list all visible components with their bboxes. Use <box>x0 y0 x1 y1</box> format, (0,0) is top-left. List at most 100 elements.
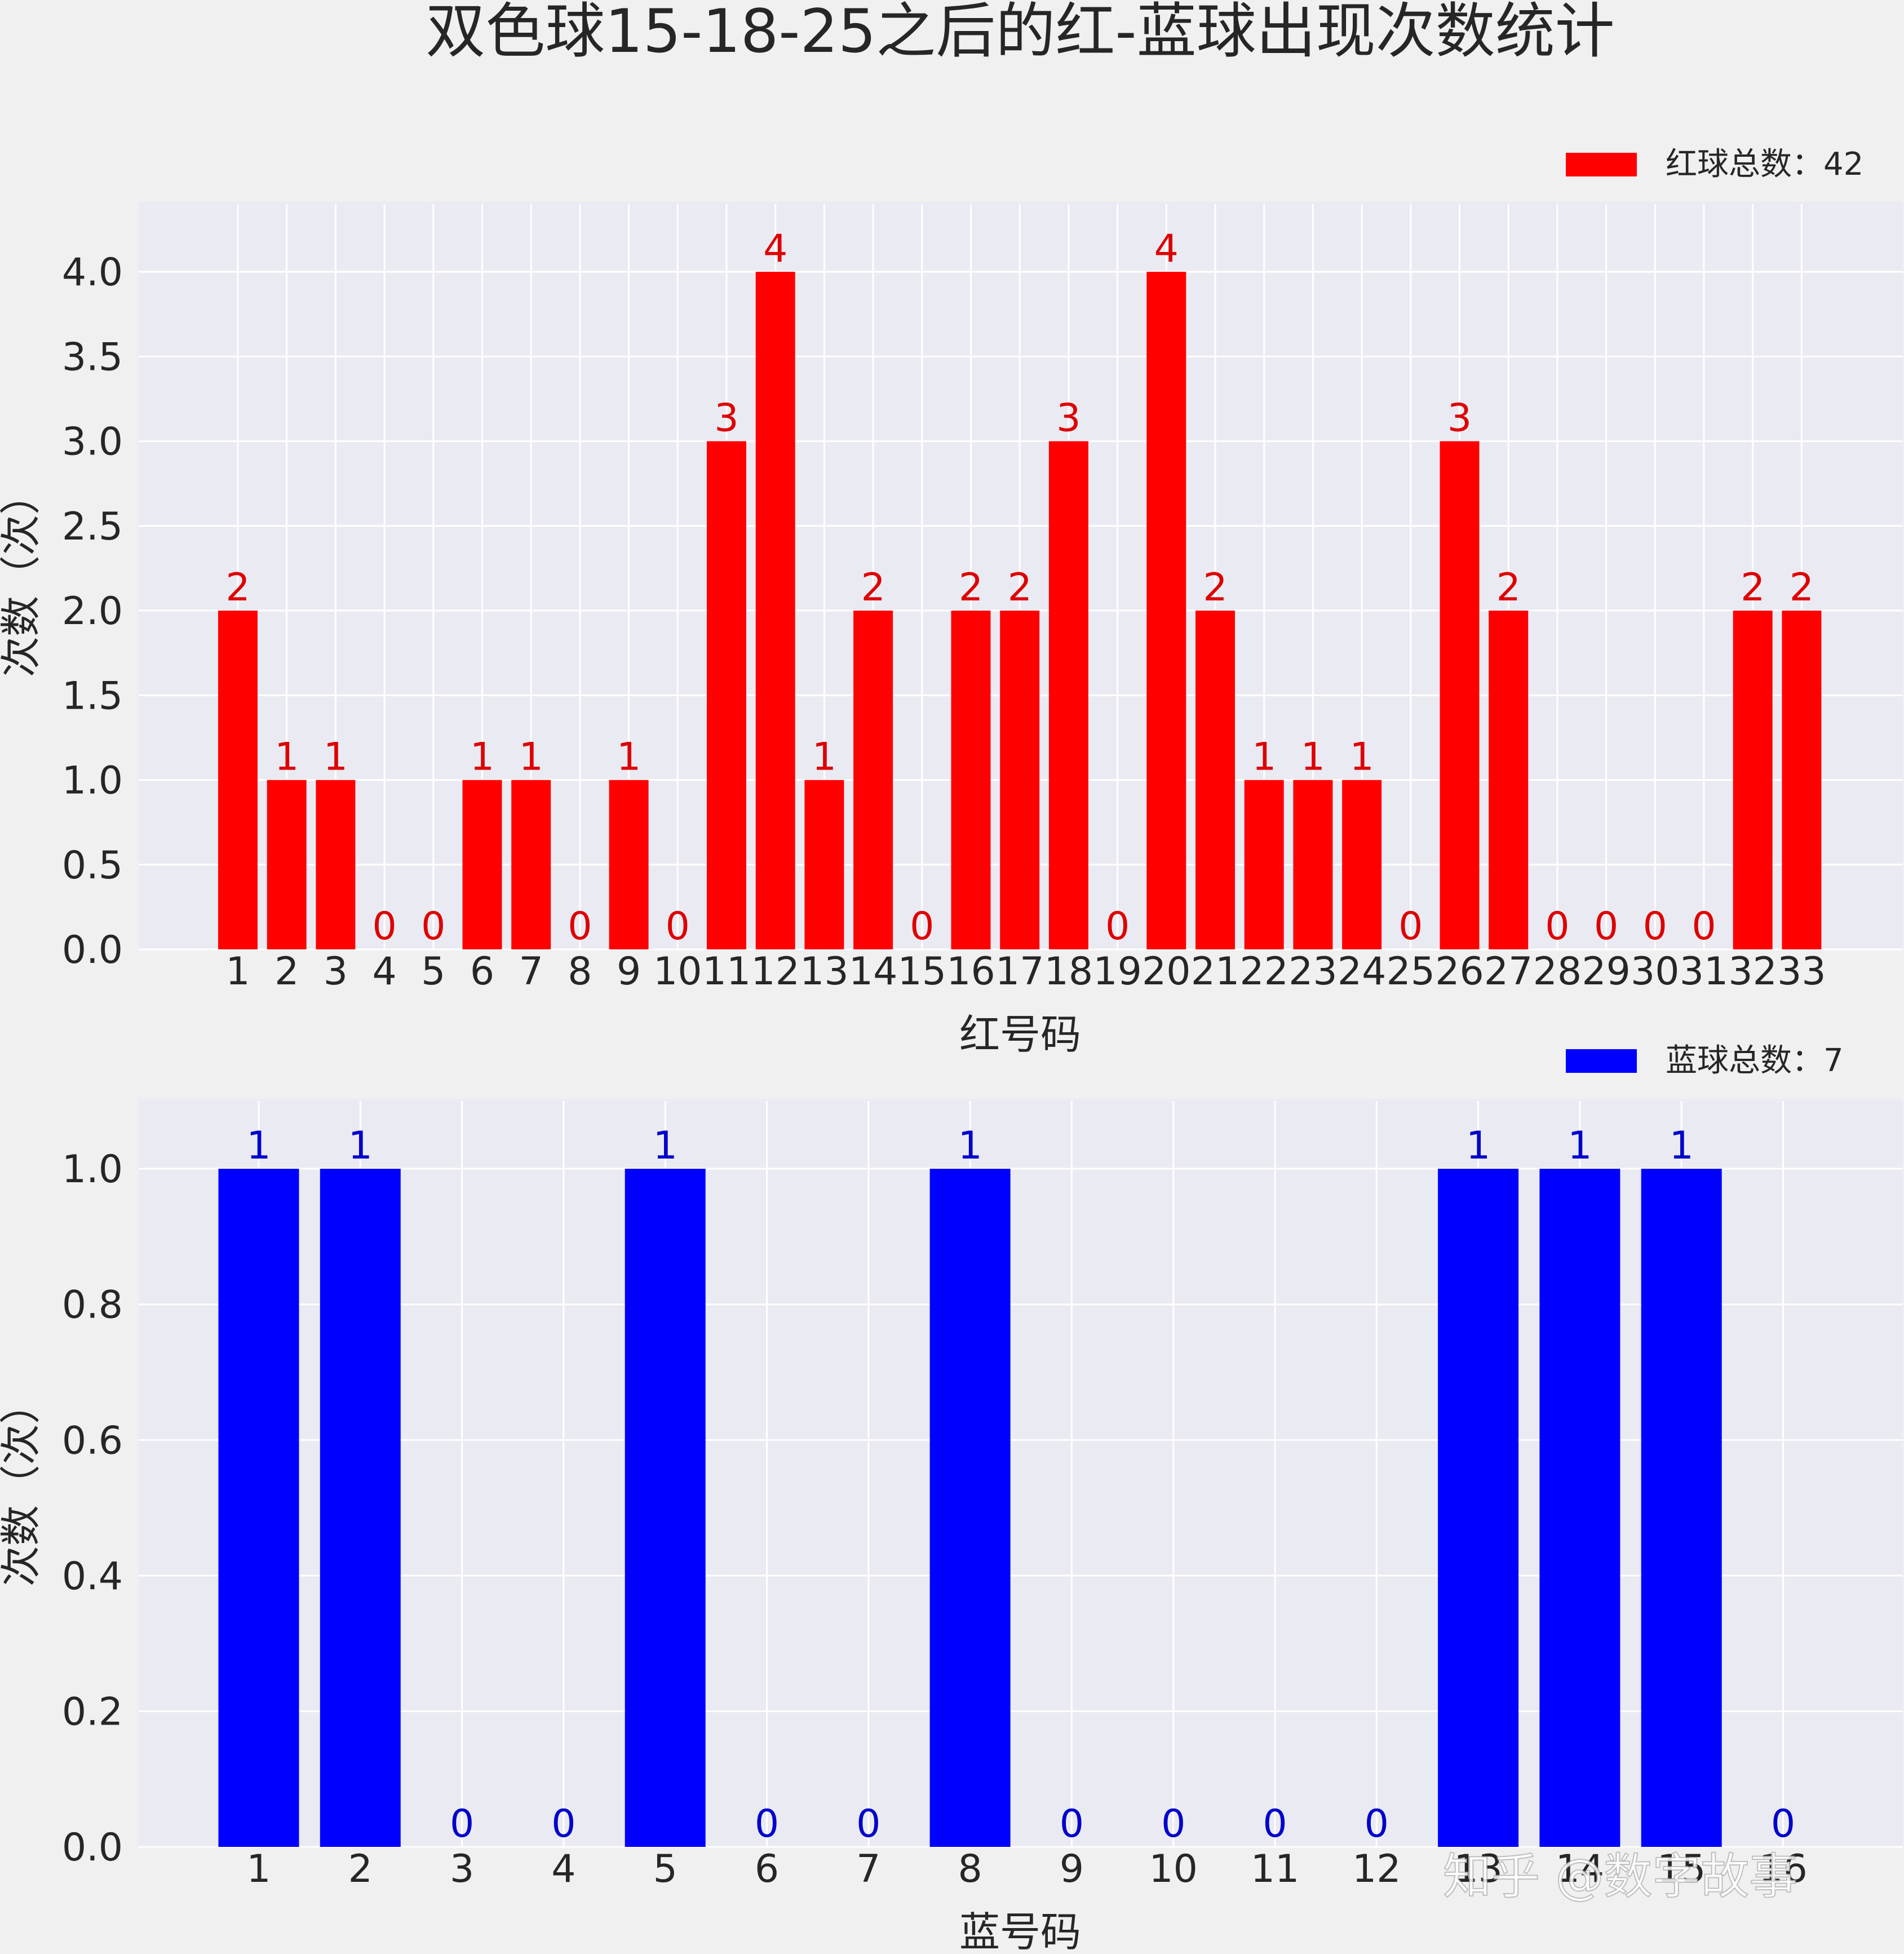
red-bar-value-label: 2 <box>1741 565 1765 610</box>
blue-x-tick-label: 4 <box>551 1847 575 1891</box>
red-x-tick-label: 10 <box>653 949 702 994</box>
red-y-tick-label: 0.0 <box>62 928 123 972</box>
red-bar-value-label: 0 <box>1398 904 1423 949</box>
red-bar-value-label: 0 <box>1643 904 1667 949</box>
red-x-tick-label: 2 <box>274 949 299 994</box>
red-x-tick-label: 23 <box>1288 949 1338 994</box>
red-bar <box>707 441 746 949</box>
red-bar <box>462 780 502 949</box>
red-bar <box>1489 611 1529 949</box>
red-bar-value-label: 0 <box>1105 904 1130 949</box>
blue-y-tick-label: 1.0 <box>62 1147 123 1192</box>
red-bar-value-label: 1 <box>274 735 299 780</box>
red-bar-value-label: 0 <box>372 904 396 949</box>
red-bar-value-label: 1 <box>1252 735 1276 780</box>
red-x-tick-label: 17 <box>995 949 1044 994</box>
red-bar <box>755 272 795 950</box>
red-legend: 红球总数：42 <box>1566 146 1863 183</box>
red-bar <box>853 611 893 949</box>
red-bar-value-label: 1 <box>470 735 494 780</box>
red-bar <box>316 780 356 949</box>
blue-bar <box>320 1169 401 1847</box>
red-bar <box>511 780 551 949</box>
blue-bar <box>1539 1169 1620 1847</box>
red-x-tick-label: 9 <box>617 949 641 994</box>
blue-legend: 蓝球总数：7 <box>1566 1042 1844 1079</box>
red-y-tick-label: 2.0 <box>62 589 123 634</box>
red-x-tick-label: 30 <box>1631 949 1680 994</box>
blue-x-tick-label: 1 <box>246 1847 271 1891</box>
red-bar <box>1782 611 1822 949</box>
red-bar <box>951 611 991 949</box>
red-legend-swatch <box>1566 153 1637 176</box>
red-bar-value-label: 2 <box>1203 565 1227 610</box>
red-bar-value-label: 0 <box>666 904 690 949</box>
red-x-tick-label: 29 <box>1582 949 1631 994</box>
red-bar-value-label: 1 <box>617 735 641 780</box>
red-x-tick-label: 7 <box>519 949 543 994</box>
red-bar-value-label: 2 <box>1790 565 1814 610</box>
red-x-tick-label: 25 <box>1387 949 1436 994</box>
red-bar-value-label: 4 <box>763 227 787 271</box>
red-x-tick-label: 32 <box>1728 949 1777 994</box>
blue-bar-value-label: 0 <box>1365 1802 1389 1846</box>
blue-bar-value-label: 1 <box>653 1124 678 1168</box>
blue-bar-value-label: 0 <box>551 1802 575 1846</box>
red-x-tick-label: 31 <box>1680 949 1729 994</box>
red-y-tick-labels: 0.0 0.5 1.0 1.5 2.0 2.5 3.0 3.5 4.0 <box>62 250 123 972</box>
blue-y-tick-labels: 0.0 0.2 0.4 0.6 0.8 1.0 <box>62 1147 123 1870</box>
blue-x-tick-label: 3 <box>450 1847 474 1891</box>
red-bar <box>1244 780 1284 949</box>
blue-y-tick-label: 0.4 <box>62 1554 123 1599</box>
red-bar <box>1342 780 1382 949</box>
red-bar-value-label: 0 <box>1594 904 1618 949</box>
red-x-axis-label: 红号码 <box>959 1011 1081 1058</box>
blue-bar <box>1641 1169 1722 1847</box>
blue-bar-value-label: 0 <box>1060 1802 1084 1846</box>
blue-bar-value-label: 0 <box>450 1802 474 1846</box>
blue-bar <box>625 1169 706 1847</box>
red-legend-label: 红球总数：42 <box>1666 146 1863 183</box>
red-bar-value-label: 3 <box>1447 396 1472 441</box>
red-bar-value-label: 2 <box>1496 565 1521 610</box>
blue-x-tick-label: 9 <box>1060 1847 1084 1891</box>
blue-bar-value-label: 1 <box>1568 1124 1592 1168</box>
red-x-tick-label: 1 <box>225 949 250 994</box>
red-bar-value-label: 2 <box>1008 565 1032 610</box>
red-x-tick-labels: 1 2 3 4 5 6 7 8 9 10 11 12 13 14 15 16 17 18 19 20 21 22 23 24 2… <box>225 949 1826 994</box>
red-y-tick-label: 3.5 <box>62 335 123 379</box>
blue-y-axis-label: 次数（次） <box>0 1383 45 1586</box>
blue-bar <box>1438 1169 1519 1847</box>
blue-x-tick-label: 14 <box>1556 1847 1605 1891</box>
red-y-tick-label: 1.0 <box>62 759 123 803</box>
blue-bar-value-label: 0 <box>1161 1802 1185 1846</box>
red-bar-value-label: 0 <box>568 904 592 949</box>
red-x-tick-label: 19 <box>1093 949 1142 994</box>
red-bar-value-label: 0 <box>421 904 445 949</box>
red-bar <box>804 780 844 949</box>
red-x-tick-label: 16 <box>946 949 995 994</box>
red-x-tick-label: 27 <box>1484 949 1533 994</box>
red-x-tick-label: 33 <box>1777 949 1826 994</box>
red-bar-value-label: 0 <box>910 904 934 949</box>
red-bar-value-label: 1 <box>1301 735 1325 780</box>
red-bar-value-label: 1 <box>324 735 348 780</box>
blue-bars <box>218 1169 1722 1847</box>
blue-x-tick-label: 13 <box>1454 1847 1503 1891</box>
red-bar <box>1733 611 1773 949</box>
red-x-tick-label: 14 <box>849 949 898 994</box>
watermark: 知乎 @数字故事 <box>1443 1849 1797 1905</box>
blue-x-tick-label: 7 <box>856 1847 880 1891</box>
red-bar-value-label: 0 <box>1692 904 1716 949</box>
red-bar <box>1440 441 1480 949</box>
blue-plot-area <box>139 1099 1903 1847</box>
red-x-tick-label: 21 <box>1191 949 1240 994</box>
blue-bar <box>218 1169 299 1847</box>
red-y-axis-label: 次数（次） <box>0 474 45 677</box>
blue-bar <box>929 1169 1011 1847</box>
red-bar-value-label: 4 <box>1154 227 1179 271</box>
red-bar-value-label: 1 <box>812 735 836 780</box>
blue-x-tick-label: 2 <box>348 1847 373 1891</box>
blue-x-tick-label: 6 <box>755 1847 779 1891</box>
